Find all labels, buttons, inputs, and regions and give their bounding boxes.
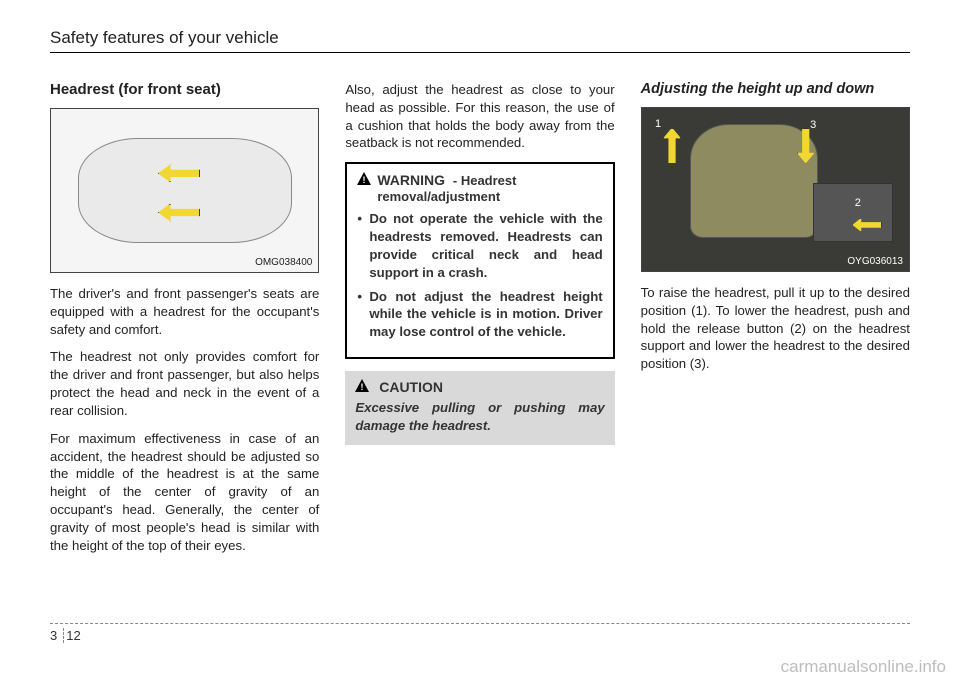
caution-triangle-icon: ! — [355, 379, 369, 392]
page-header: Safety features of your vehicle — [50, 28, 910, 53]
page-number: 12 — [66, 628, 80, 643]
page-footer: 312 — [50, 623, 910, 643]
figure-2-label-3: 3 — [810, 119, 816, 131]
col1-paragraph-3: For maximum effectiveness in case of an … — [50, 430, 319, 555]
caution-box: ! CAUTION Excessive pulling or pushing m… — [345, 371, 614, 445]
warning-title-word: WARNING — [377, 172, 445, 188]
column-1: Headrest (for front seat) OMG038400 The … — [50, 81, 319, 564]
col2-paragraph-1: Also, adjust the headrest as close to yo… — [345, 81, 614, 152]
col3-paragraph-1: To raise the headrest, pull it up to the… — [641, 284, 910, 373]
figure-2-label-2: 2 — [855, 197, 861, 209]
car-outline-icon — [78, 138, 292, 242]
svg-text:!: ! — [361, 382, 364, 392]
col1-paragraph-2: The headrest not only provides comfort f… — [50, 348, 319, 419]
headrest-icon — [690, 124, 818, 238]
svg-text:!: ! — [363, 175, 366, 185]
figure-2-inset — [813, 183, 893, 242]
arrow-up-icon — [663, 128, 681, 164]
caution-text: Excessive pulling or pushing may damage … — [355, 399, 604, 435]
figure-2-code: OYG036013 — [847, 256, 903, 267]
content-columns: Headrest (for front seat) OMG038400 The … — [50, 81, 910, 564]
figure-1: OMG038400 — [50, 108, 319, 273]
column-3: Adjusting the height up and down 1 3 2 O… — [641, 81, 910, 564]
watermark: carmanualsonline.info — [781, 657, 946, 677]
col1-heading: Headrest (for front seat) — [50, 81, 319, 98]
warning-triangle-icon: ! — [357, 172, 371, 185]
warning-item-1: Do not operate the vehicle with the head… — [357, 210, 602, 281]
caution-title-word: CAUTION — [379, 379, 443, 395]
column-2: Also, adjust the headrest as close to yo… — [345, 81, 614, 564]
figure-1-code: OMG038400 — [255, 257, 312, 268]
warning-item-2: Do not adjust the headrest height while … — [357, 288, 602, 341]
col1-paragraph-1: The driver's and front passenger's seats… — [50, 285, 319, 338]
warning-title: ! WARNING - Headrest removal/adjustment — [357, 172, 602, 204]
figure-2: 1 3 2 OYG036013 — [641, 107, 910, 272]
col3-subheading: Adjusting the height up and down — [641, 81, 910, 97]
caution-title: ! CAUTION — [355, 379, 604, 395]
warning-box: ! WARNING - Headrest removal/adjustment … — [345, 162, 614, 359]
section-number: 3 — [50, 628, 64, 643]
figure-2-label-1: 1 — [655, 118, 661, 130]
